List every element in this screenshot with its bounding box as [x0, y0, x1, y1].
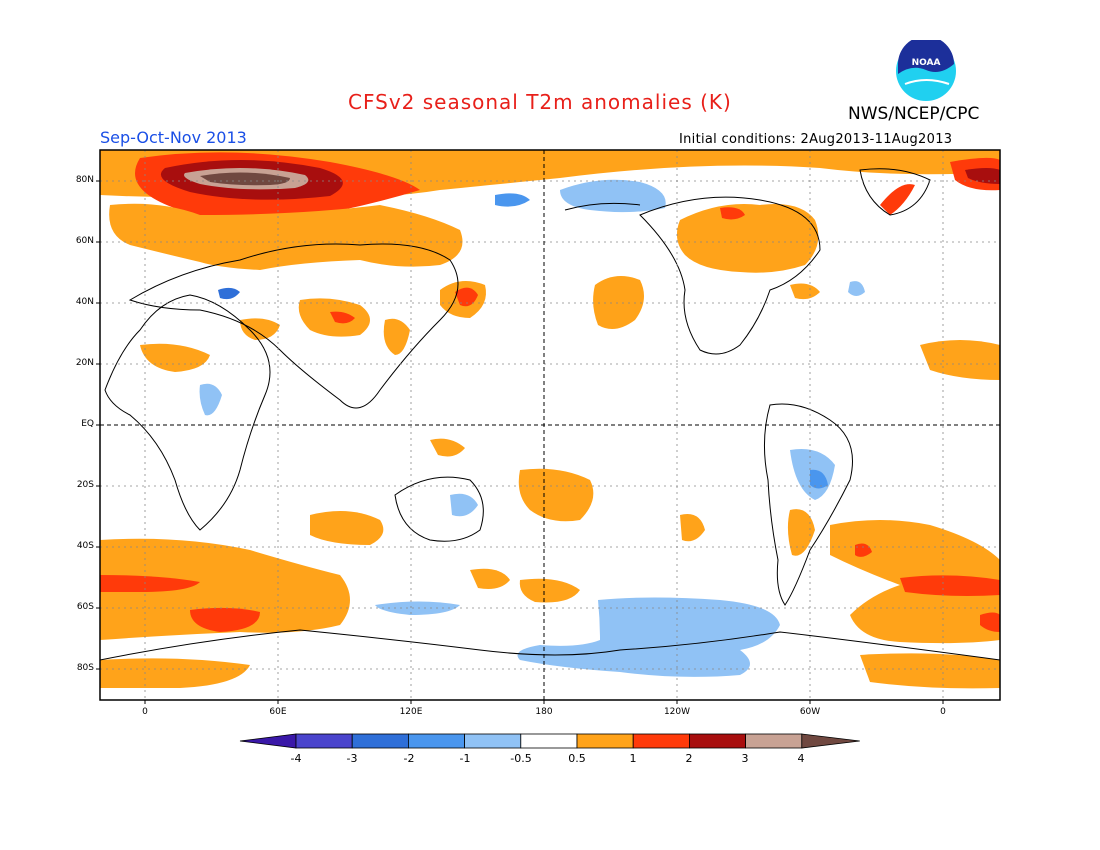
colorbar-label: 1	[629, 752, 637, 765]
lat-label: 40N	[75, 297, 94, 307]
equator-dateline	[100, 150, 1000, 700]
colorbar-swatch	[632, 733, 690, 749]
colorbar-label: -2	[403, 752, 415, 765]
colorbar-label: -1	[459, 752, 471, 765]
gridlines	[100, 150, 1000, 700]
initial-conditions-label: Initial conditions: 2Aug2013-11Aug2013	[679, 132, 953, 147]
colorbar-swatch	[351, 733, 409, 749]
colorbar-swatch	[520, 733, 578, 749]
season-label: Sep-Oct-Nov 2013	[100, 128, 247, 147]
continent-outlines	[100, 168, 1000, 661]
lat-label: 80S	[76, 663, 94, 673]
lon-label: 180	[535, 707, 553, 717]
map-title: CFSv2 seasonal T2m anomalies (K)	[348, 90, 732, 114]
colorbar-label: 3	[741, 752, 749, 765]
lat-label: EQ	[81, 419, 94, 429]
colorbar-label: -3	[346, 752, 358, 765]
arctic-cold-anomaly	[560, 179, 666, 213]
lat-label: 20N	[75, 358, 94, 368]
colorbar-swatch	[407, 733, 465, 749]
lon-label: 120W	[663, 707, 691, 717]
noaa-logo: NOAA	[896, 40, 956, 101]
lon-label: 60E	[269, 707, 287, 717]
colorbar-swatch	[576, 733, 634, 749]
antarctic-cold-anomaly	[517, 597, 780, 677]
colorbar	[239, 733, 860, 749]
colorbar-swatch	[689, 733, 747, 749]
lat-label: 60N	[75, 236, 94, 246]
colorbar-swatch	[745, 733, 803, 749]
colorbar-swatch	[464, 733, 522, 749]
lon-label: 0	[142, 707, 148, 717]
colorbar-max-arrow	[801, 733, 860, 749]
colorbar-label: 4	[797, 752, 805, 765]
colorbar-label: -0.5	[510, 752, 532, 765]
southern-ocean-warm-band	[100, 538, 350, 640]
eurasia-warm-anomaly	[109, 203, 463, 270]
lon-label: 120E	[399, 707, 423, 717]
lon-label: 0	[940, 707, 946, 717]
colorbar-min-arrow	[239, 733, 297, 749]
lon-label: 60W	[799, 707, 821, 717]
lat-label: 60S	[76, 602, 94, 612]
agency-label: NWS/NCEP/CPC	[848, 104, 980, 124]
colorbar-label: 2	[685, 752, 693, 765]
colorbar-swatch	[295, 733, 353, 749]
lat-label: 80N	[75, 175, 94, 185]
north-pacific-warm-anomaly	[593, 276, 644, 329]
north-america-warm-anomaly	[676, 204, 819, 273]
lat-label: 40S	[76, 541, 94, 551]
colorbar-label: -4	[290, 752, 302, 765]
lat-label: 20S	[76, 480, 94, 490]
colorbar-label: 0.5	[568, 752, 586, 765]
svg-text:NOAA: NOAA	[912, 58, 941, 68]
